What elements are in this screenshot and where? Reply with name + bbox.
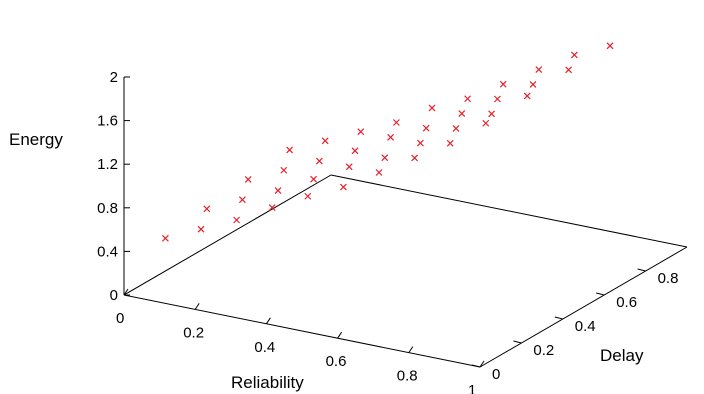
back-floor-edge: [123, 174, 332, 296]
z-tick-label: 2: [110, 69, 118, 86]
data-point: [268, 204, 276, 212]
far-floor-edge: [330, 174, 688, 248]
data-point: [606, 42, 614, 50]
y-axis-line: [479, 246, 688, 368]
x-tick-label: 0: [116, 310, 124, 327]
y-axis-label: Delay: [600, 346, 644, 365]
data-point: [452, 125, 460, 132]
data-point: [197, 225, 205, 233]
x-tick-label: 0.8: [397, 368, 418, 385]
x-tick-mark: [408, 346, 414, 353]
x-tick-mark: [123, 288, 129, 296]
data-point: [280, 166, 288, 174]
y-tick-mark: [471, 364, 481, 368]
data-point: [464, 95, 472, 103]
x-tick-label: 0.4: [254, 339, 275, 356]
data-point: [458, 110, 466, 118]
data-point: [238, 196, 246, 204]
y-tick-label: 0.4: [575, 318, 596, 335]
x-tick-mark: [479, 360, 485, 368]
data-point: [161, 234, 169, 242]
data-point: [387, 133, 395, 141]
data-point: [286, 146, 294, 154]
data-point: [488, 110, 496, 118]
x-axis-label: Reliability: [231, 373, 304, 392]
data-point: [428, 104, 436, 112]
data-point: [493, 95, 501, 103]
data-point: [446, 139, 454, 147]
data-point: [570, 51, 578, 59]
data-point: [321, 137, 329, 145]
x-tick-label: 1: [468, 382, 476, 394]
data-point: [233, 216, 241, 224]
z-tick-label: 0.8: [97, 200, 118, 217]
y-tick-mark: [554, 316, 563, 320]
y-tick-mark: [596, 292, 605, 296]
x-tick-mark: [337, 331, 343, 339]
data-point: [244, 175, 252, 183]
data-point: [345, 163, 353, 171]
data-point: [535, 66, 543, 73]
data-point: [422, 124, 430, 132]
data-point: [375, 169, 383, 176]
data-point: [523, 92, 531, 100]
data-point: [315, 157, 323, 165]
axes-frame: [123, 77, 688, 368]
tick-labels: 0 0.2 0.4 0.6 0.8 1 0 0.2 0.4 0.6 0.8 0 0.4 0.8 1.2 1.6…: [97, 69, 678, 394]
x-tick-mark: [265, 317, 271, 325]
z-axis-label: Energy: [9, 130, 63, 149]
data-point: [565, 66, 573, 74]
data-points: [161, 42, 614, 242]
data-point: [529, 80, 537, 88]
data-point: [310, 175, 318, 183]
data-point: [351, 147, 359, 155]
y-tick-mark: [637, 268, 646, 272]
y-tick-label: 0.6: [616, 294, 637, 311]
data-point: [499, 80, 507, 88]
z-tick-label: 1.6: [97, 113, 118, 130]
data-point: [392, 119, 400, 126]
data-point: [482, 119, 490, 127]
data-point: [381, 154, 389, 162]
x-tick-label: 0.2: [183, 324, 204, 341]
data-point: [203, 205, 211, 213]
y-tick-mark: [513, 340, 522, 344]
data-point: [416, 139, 424, 147]
data-point: [411, 154, 419, 162]
data-point: [357, 128, 365, 136]
data-point: [304, 192, 312, 200]
x-tick-mark: [194, 303, 200, 310]
x-tick-label: 0.6: [326, 353, 347, 370]
tick-marks: [123, 76, 646, 368]
z-tick-label: 1.2: [97, 156, 118, 173]
y-tick-label: 0: [492, 366, 500, 383]
y-tick-label: 0.2: [533, 342, 554, 359]
z-tick-label: 0.4: [97, 243, 118, 260]
y-tick-label: 0.8: [658, 270, 679, 287]
data-point: [274, 187, 282, 194]
data-point: [339, 183, 347, 191]
z-tick-label: 0: [110, 287, 118, 304]
x-axis-line: [123, 294, 481, 368]
